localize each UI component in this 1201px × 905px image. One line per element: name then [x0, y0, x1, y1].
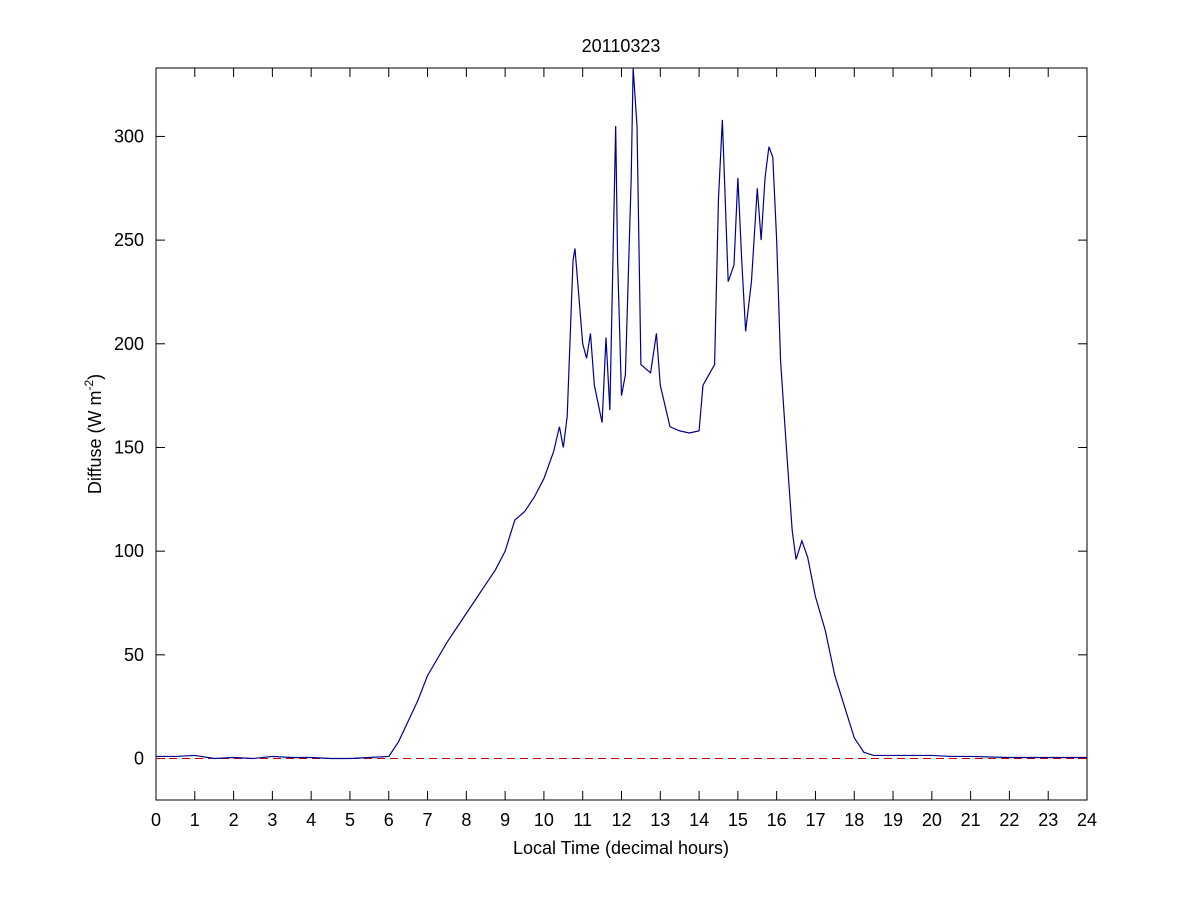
x-tick-label: 4	[306, 810, 316, 830]
x-tick-label: 8	[461, 810, 471, 830]
x-axis-label: Local Time (decimal hours)	[513, 838, 729, 858]
y-tick-label: 100	[114, 541, 144, 561]
x-tick-label: 2	[229, 810, 239, 830]
y-tick-label: 300	[114, 126, 144, 146]
x-tick-label: 9	[500, 810, 510, 830]
x-tick-label: 11	[573, 810, 592, 830]
y-label-superscript: -2	[82, 379, 96, 390]
y-tick-label: 50	[124, 645, 144, 665]
x-tick-label: 13	[650, 810, 670, 830]
chart-title: 20110323	[582, 36, 661, 56]
y-tick-label: 150	[114, 437, 144, 457]
x-tick-label: 20	[922, 810, 942, 830]
x-tick-label: 1	[190, 810, 200, 830]
y-axis-label: Diffuse (W m-2)	[82, 374, 105, 494]
x-tick-label: 7	[423, 810, 433, 830]
x-tick-label: 23	[1038, 810, 1058, 830]
x-tick-label: 15	[728, 810, 748, 830]
x-tick-label: 10	[534, 810, 554, 830]
x-tick-label: 24	[1077, 810, 1097, 830]
x-tick-label: 22	[999, 810, 1019, 830]
x-tick-label: 14	[689, 810, 709, 830]
y-tick-label: 250	[114, 230, 144, 250]
x-tick-label: 12	[611, 810, 631, 830]
y-label-text: Diffuse (W m	[85, 390, 105, 494]
x-tick-label: 18	[844, 810, 864, 830]
x-tick-label: 19	[883, 810, 903, 830]
x-tick-label: 17	[805, 810, 825, 830]
x-tick-label: 16	[767, 810, 787, 830]
x-tick-label: 6	[384, 810, 394, 830]
x-tick-label: 21	[961, 810, 981, 830]
y-tick-label: 0	[134, 749, 144, 769]
x-tick-label: 0	[151, 810, 161, 830]
data-line	[156, 67, 1087, 760]
y-tick-label: 200	[114, 334, 144, 354]
x-tick-label: 3	[267, 810, 277, 830]
x-tick-label: 5	[345, 810, 355, 830]
plot-area	[155, 67, 1088, 801]
y-label-suffix: )	[85, 374, 105, 380]
